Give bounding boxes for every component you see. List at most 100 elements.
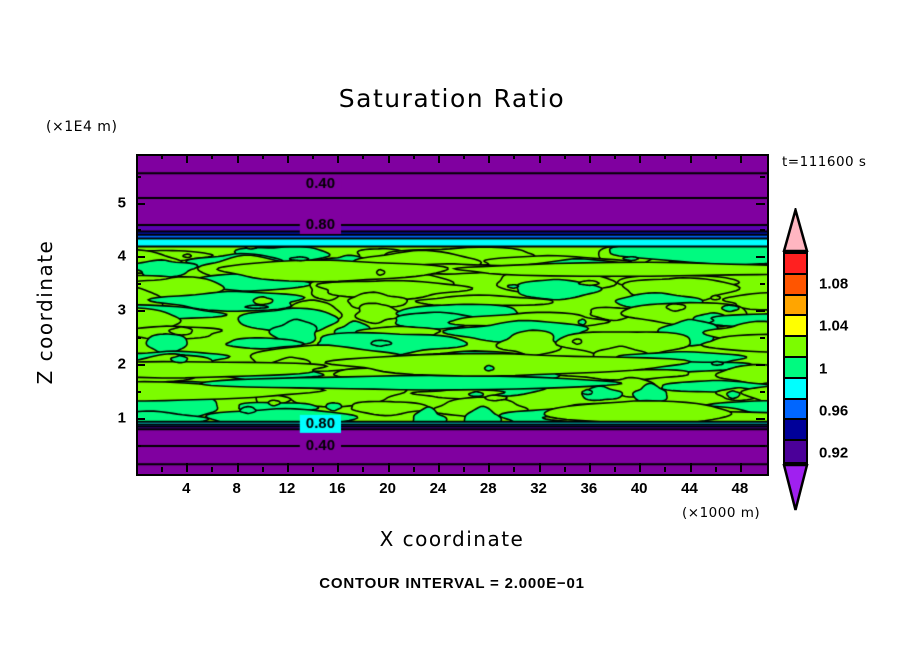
axis-tick [488,463,491,472]
axis-tick [136,202,145,205]
axis-tick [538,463,541,472]
axis-tick [236,463,239,472]
axis-tick [463,154,466,159]
axis-tick [588,463,591,472]
axis-tick [362,467,365,472]
axis-tick [689,154,692,163]
axis-tick [689,463,692,472]
axis-tick [136,337,141,340]
axis-tick [186,154,189,163]
x-tick-label: 28 [479,480,497,497]
axis-tick [136,229,141,232]
x-tick-label: 20 [379,480,396,497]
x-tick-label: 40 [630,480,648,497]
axis-tick [437,463,440,472]
x-tick-label: 44 [681,480,698,497]
colorbar: 1.08 1.04 1 0.96 0.92 [779,208,848,511]
axis-tick [387,154,390,163]
axis-tick [664,154,667,159]
axis-tick [286,463,289,472]
axis-tick [614,154,617,159]
axis-tick [387,463,390,472]
axis-tick [362,154,365,159]
colorbar-band [785,441,806,462]
axis-tick [236,154,239,163]
axis-tick [211,467,214,472]
axis-tick [136,391,141,394]
axis-tick [760,229,765,232]
axis-tick [639,154,642,163]
axis-tick [211,154,214,159]
colorbar-band [785,378,806,400]
colorbar-band [785,399,806,421]
contour-plot-area [136,154,769,476]
axis-tick [760,445,765,448]
axis-tick [261,154,264,159]
axis-tick [760,283,765,286]
axis-tick [161,467,164,472]
axis-tick [463,467,466,472]
x-tick-label: 4 [182,480,191,497]
y-tick-label: 3 [117,301,126,319]
colorbar-tick-label: 0.92 [819,444,849,462]
axis-tick [760,337,765,340]
y-axis-title: Z coordinate [33,239,57,385]
axis-tick [186,463,189,472]
colorbar-band [785,337,806,358]
axis-tick [136,445,141,448]
y-tick-label: 4 [117,247,126,265]
colorbar-band [785,254,806,275]
axis-tick [714,154,717,159]
axis-tick [312,467,315,472]
contour-interval-note: CONTOUR INTERVAL = 2.000E−01 [319,575,585,592]
x-axis-title: X coordinate [379,527,525,551]
colorbar-band [785,295,806,317]
colorbar-tick-label: 0.96 [819,402,849,420]
colorbar-tick-label: 1 [819,360,828,378]
axis-tick [412,154,415,159]
colorbar-band [785,420,806,442]
axis-tick [756,256,765,259]
axis-tick [614,467,617,472]
axis-tick [563,154,566,159]
axis-tick [756,418,765,421]
axis-tick [563,467,566,472]
page-title: Saturation Ratio [338,84,566,113]
axis-tick [756,310,765,313]
colorbar-tick-label: 1.08 [819,275,849,293]
axis-tick [588,154,591,163]
axis-tick [412,467,415,472]
axis-tick [739,154,742,163]
y-tick-label: 1 [117,409,126,427]
x-tick-label: 8 [232,480,241,497]
axis-tick [664,467,667,472]
contour-field-canvas [138,156,767,474]
axis-tick [513,154,516,159]
axis-tick [437,154,440,163]
axis-tick [136,310,145,313]
x-axis-unit-label: (×1000 m) [682,505,761,521]
axis-tick [488,154,491,163]
axis-tick [513,467,516,472]
axis-tick [756,202,765,205]
x-tick-label: 48 [731,480,749,497]
axis-tick [161,154,164,159]
colorbar-bands [783,252,808,464]
colorbar-band [785,357,806,379]
y-tick-label: 2 [117,355,126,373]
x-tick-label: 36 [580,480,598,497]
axis-tick [136,364,145,367]
axis-tick [760,175,765,178]
y-axis-tick-labels: 1 2 3 4 5 [96,0,126,654]
axis-tick [286,154,289,163]
colorbar-band [785,316,806,338]
axis-tick [760,391,765,394]
colorbar-over-arrow-icon [782,208,809,252]
x-tick-label: 12 [278,480,296,497]
axis-tick [136,175,141,178]
axis-tick [739,463,742,472]
axis-tick [714,467,717,472]
axis-tick [312,154,315,159]
axis-tick [136,418,145,421]
axis-tick [136,283,141,286]
